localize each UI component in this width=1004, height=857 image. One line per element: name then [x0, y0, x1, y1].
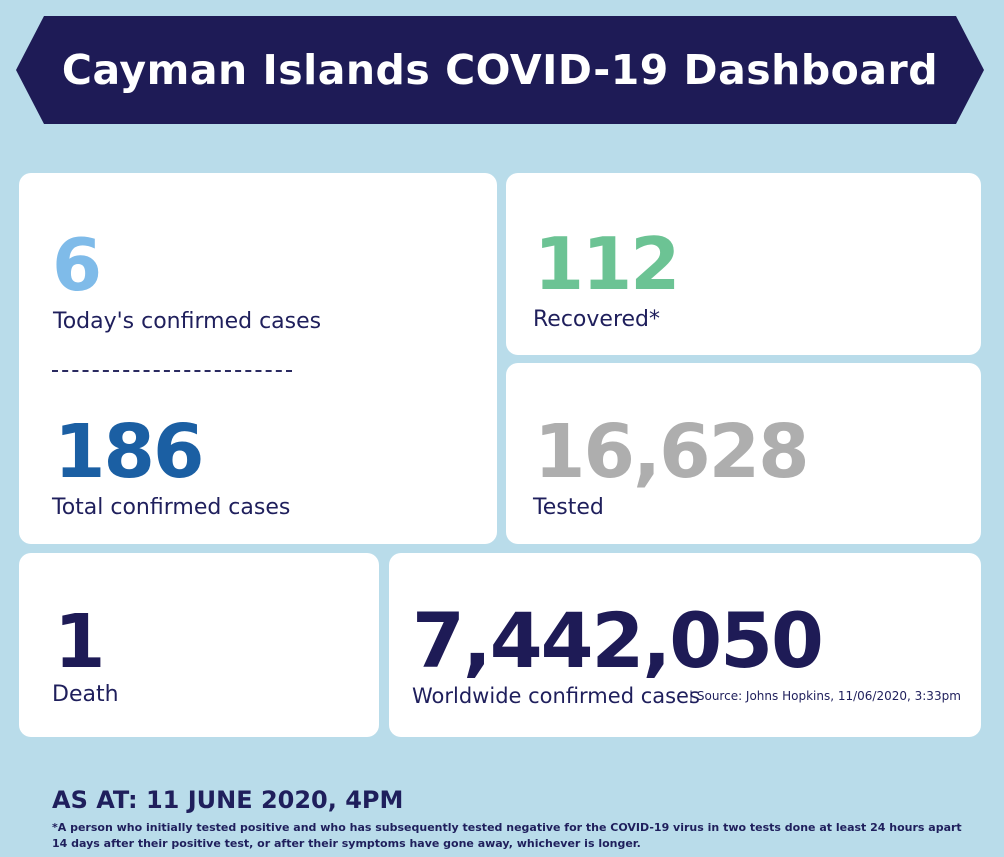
recovered-card [506, 173, 981, 355]
worldwide-label: Worldwide confirmed cases [412, 684, 700, 708]
worldwide-value: 7,442,050 [412, 596, 824, 685]
recovered-value: 112 [534, 222, 680, 306]
tested-value: 16,628 [534, 409, 810, 495]
todays-cases-label: Today's confirmed cases [53, 309, 322, 334]
death-card [19, 553, 379, 737]
as-at-date: AS AT: 11 JUNE 2020, 4PM [52, 786, 404, 814]
worldwide-source: | Source: Johns Hopkins, 11/06/2020, 3:3… [689, 689, 961, 703]
total-cases-label: Total confirmed cases [52, 495, 291, 520]
death-label: Death [52, 682, 119, 707]
tested-label: Tested [533, 495, 604, 520]
worldwide-card [389, 553, 981, 737]
total-cases-value: 186 [54, 409, 204, 495]
recovered-label: Recovered* [533, 307, 661, 332]
page-title: Cayman Islands COVID-19 Dashboard [61, 46, 939, 94]
header-banner: Cayman Islands COVID-19 Dashboard [16, 16, 984, 124]
recovery-footnote: *A person who initially tested positive … [52, 821, 962, 850]
dashed-divider [52, 370, 292, 372]
death-value: 1 [54, 599, 105, 685]
banner-shape [16, 16, 984, 124]
todays-cases-value: 6 [52, 223, 102, 307]
tested-card [506, 363, 981, 544]
cases-card [19, 173, 497, 544]
